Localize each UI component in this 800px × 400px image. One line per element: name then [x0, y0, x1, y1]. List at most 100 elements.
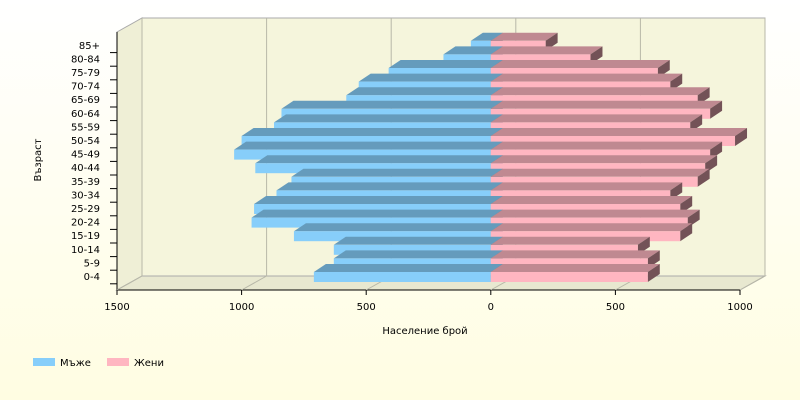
bar-top: [490, 141, 723, 150]
bar-top: [490, 60, 670, 68]
bar-top: [490, 209, 700, 218]
bar-side: [735, 128, 748, 146]
bar: [490, 81, 671, 92]
y-tick-label: 10-14: [71, 245, 100, 256]
y-tick-label: 40-44: [71, 163, 100, 174]
bar-side: [690, 114, 703, 133]
grid-floor-line: [116, 275, 143, 291]
side-wall: [116, 17, 143, 291]
bar: [490, 258, 648, 269]
bar: [490, 149, 711, 160]
bar: [291, 176, 491, 187]
y-tick-label: 55-59: [71, 122, 100, 133]
bar-top: [333, 250, 503, 259]
bar: [490, 122, 691, 133]
bar-top: [276, 182, 503, 191]
bar: [251, 217, 491, 228]
bar: [490, 163, 706, 174]
y-tick-label: 85+: [79, 41, 100, 52]
bar-top: [241, 128, 503, 136]
bar-side: [657, 60, 670, 78]
bar: [490, 95, 698, 106]
bar-side: [697, 168, 710, 187]
y-tick-label: 15-19: [71, 231, 100, 242]
y-tick-label: 75-79: [71, 68, 100, 79]
x-tick-label: 1000: [727, 302, 752, 313]
bar: [490, 244, 638, 255]
bar: [254, 204, 491, 214]
bar-top: [490, 73, 683, 82]
bar: [255, 163, 491, 174]
y-tick-label: 50-54: [71, 136, 100, 147]
bar: [388, 68, 491, 78]
legend-swatch: [107, 358, 129, 366]
x-tick-label: 500: [606, 302, 625, 313]
bar-top: [333, 236, 503, 245]
bar: [490, 54, 591, 65]
x-tick-label: 500: [357, 302, 376, 313]
y-tick-label: 0-4: [84, 272, 100, 283]
bar-side: [670, 73, 683, 92]
bar-top: [313, 264, 503, 272]
bar: [358, 81, 491, 92]
x-tick-label: 0: [488, 302, 494, 313]
bar: [333, 244, 491, 255]
bar-side: [687, 209, 700, 228]
legend-swatch: [33, 358, 55, 366]
bar: [490, 272, 648, 282]
bar-top: [490, 196, 693, 204]
bar-top: [443, 46, 503, 55]
bar-side: [705, 155, 718, 174]
legend-label: Жени: [134, 358, 164, 369]
bar-top: [346, 87, 503, 96]
x-tick-label: 1500: [104, 302, 129, 313]
bar-side: [545, 32, 558, 51]
bar-side: [710, 100, 723, 119]
y-tick-label: 20-24: [71, 218, 100, 229]
y-tick-label: 60-64: [71, 109, 100, 120]
bar: [281, 108, 491, 119]
bar-top: [388, 60, 503, 68]
bar-top: [293, 223, 503, 232]
y-tick-label: 70-74: [71, 82, 100, 93]
bar: [333, 258, 491, 269]
y-tick-label: 80-84: [71, 54, 100, 65]
bar-top: [490, 155, 718, 164]
bar: [490, 136, 736, 146]
bar: [490, 217, 688, 228]
bar-top: [490, 114, 703, 123]
y-tick-label: 65-69: [71, 95, 100, 106]
bar-side: [697, 87, 710, 106]
y-tick-label: 30-34: [71, 190, 100, 201]
y-axis-title: Възраст: [33, 138, 44, 181]
bar-top: [470, 32, 503, 41]
bar-top: [490, 46, 603, 55]
bar-top: [490, 250, 660, 259]
bar-top: [490, 87, 710, 96]
x-axis-title: Население брой: [382, 326, 467, 337]
bar-top: [490, 264, 660, 272]
bar: [490, 231, 681, 242]
bar-top: [254, 196, 503, 204]
bar-top: [255, 155, 503, 164]
bar: [273, 122, 491, 133]
bar-side: [590, 46, 603, 65]
bar-top: [234, 141, 503, 150]
bar-top: [490, 32, 558, 41]
bar: [346, 95, 491, 106]
bar: [234, 149, 491, 160]
grid-floor-line: [739, 275, 766, 291]
legend-label: Мъже: [60, 358, 91, 369]
bar-top: [291, 168, 503, 177]
bar-top: [358, 73, 503, 82]
bar: [490, 190, 671, 201]
bar-top: [281, 100, 503, 109]
bar: [443, 54, 491, 65]
bar-top: [490, 168, 710, 177]
bar-side: [647, 250, 660, 269]
bar: [293, 231, 491, 242]
bar-side: [670, 182, 683, 201]
bar-top: [251, 209, 503, 218]
bar: [241, 136, 491, 146]
bar-top: [490, 128, 748, 136]
